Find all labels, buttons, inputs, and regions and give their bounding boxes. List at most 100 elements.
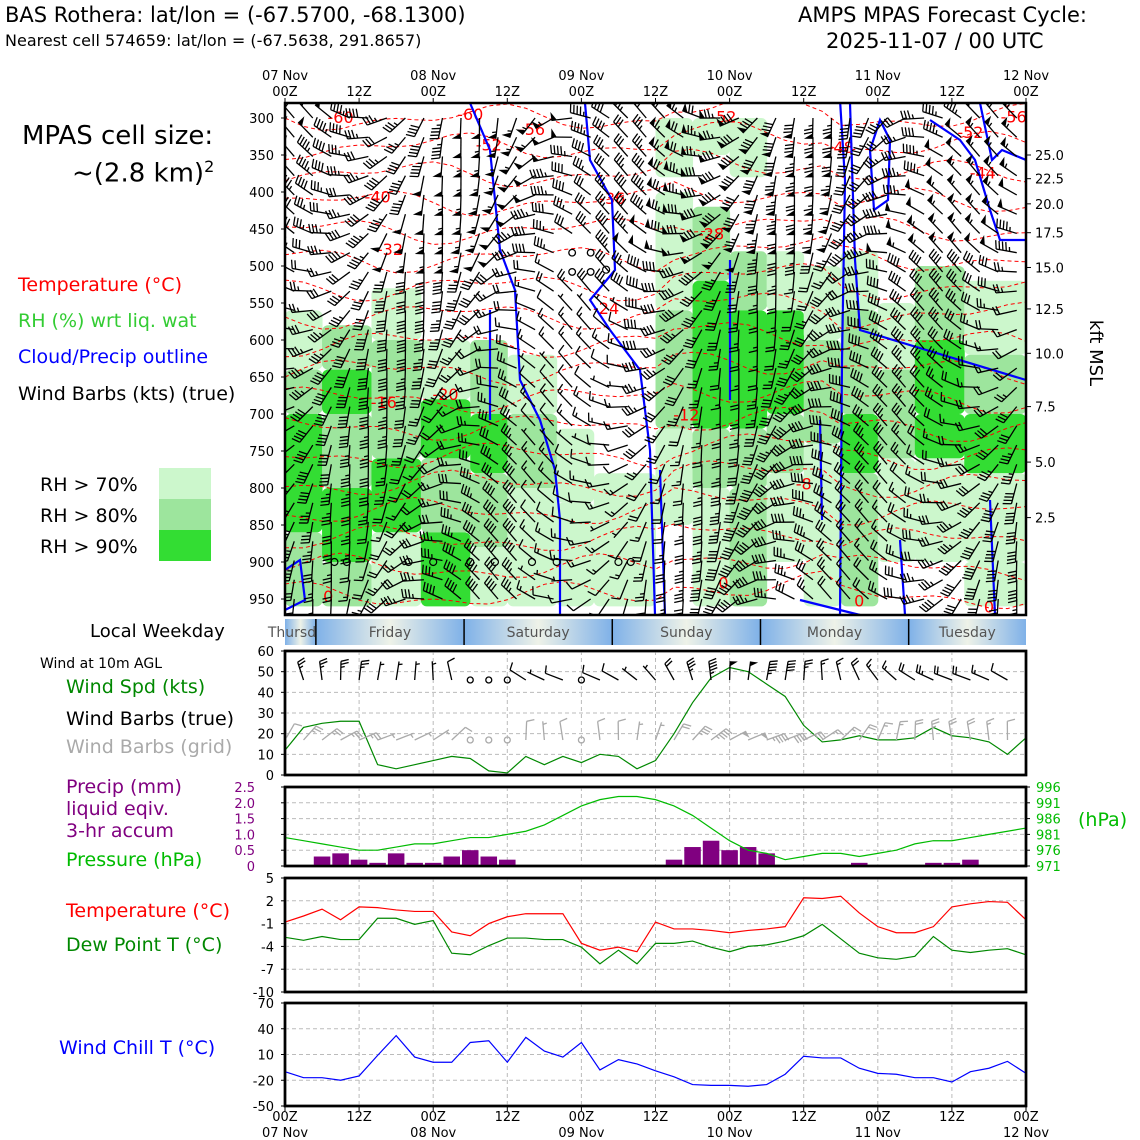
barb-staff [478,309,499,319]
barb-staff [829,156,833,178]
wind-barb [937,540,962,555]
barb-full [765,346,775,349]
barb-full [905,465,909,474]
barb-full [321,519,331,523]
barb-full [778,426,787,434]
barb-full [378,400,388,405]
barb-full [797,542,802,552]
wind-barb [891,363,907,388]
barb-full [891,402,898,411]
wind-barb [748,329,759,354]
barb-full [645,414,654,421]
wind-barb [495,334,517,350]
barb-staff [789,310,796,331]
barb-full [297,501,306,504]
barb-full [627,383,634,392]
barb-staff [496,271,517,278]
barb-full [902,529,905,539]
wind-barb [433,194,444,216]
barb-half [711,113,714,119]
barb-full [887,150,893,160]
barb-staff [884,175,906,178]
barb-pennant [371,267,382,273]
barb-full [908,403,914,413]
wind-barb [429,117,444,140]
barb-full [443,326,453,330]
barb-full [748,311,758,315]
barb-full [464,503,469,513]
isotherm-label: -8 [796,474,812,493]
barb-staff [751,214,759,235]
barb-full [858,446,865,455]
wind-barb [679,187,702,199]
barb-full [422,581,426,591]
barb-staff [689,310,703,328]
barb-staff [570,112,591,119]
barb-full [607,333,610,343]
barb-staff [347,155,369,162]
barb-staff [590,356,610,369]
barb-pennant [451,210,461,216]
wind-barb [697,171,721,185]
wind-barb [817,575,832,600]
barb-half [481,311,486,316]
barb-staff [829,365,851,369]
barb-full [572,406,576,416]
barb-full [926,346,933,355]
barb-full [869,539,875,548]
barb-full [877,315,882,325]
barb-staff [630,179,647,196]
barb-half [338,295,343,300]
barb-pennant [722,247,733,253]
barb-full [353,256,362,262]
barb-full [444,474,448,483]
barb-staff [611,502,629,518]
barb-full [774,414,783,420]
wind-barb [341,502,351,527]
barb-staff [363,541,369,562]
wind-barb [726,291,740,314]
wind-barb [584,540,610,554]
barb-full [804,189,813,193]
barb-full [830,241,839,248]
barb-full [401,588,404,598]
barb-full [617,119,624,128]
barb-full [446,305,456,309]
barb-full [320,503,330,507]
barb-full [757,486,766,494]
barb-half [911,114,915,119]
barb-full [912,308,919,317]
barb-full [818,540,825,549]
barb-staff [477,366,499,369]
wind-barb [845,299,869,312]
wind-barb [330,329,351,348]
barb-full [382,549,391,556]
wind-barb [794,310,814,330]
barb-full [363,184,372,191]
barb-full [503,579,509,588]
barb-full [924,386,929,396]
barb-full [317,182,320,191]
barb-pennant [925,156,931,167]
barb-full [735,579,742,588]
barb-full [336,103,340,113]
barb-full [780,566,784,575]
barb-full [352,235,361,242]
barb-full [603,398,608,408]
barb-full [402,506,411,514]
wind-barb [806,363,832,375]
isotherm-label: -44 [970,164,996,183]
barb-staff [571,435,591,446]
barb-full [802,227,812,231]
barb-full [367,203,377,209]
barb-half [771,220,776,223]
barb-full [276,253,278,261]
barb-staff [683,252,703,265]
barb-full [285,199,292,208]
barb-full [811,448,814,458]
barb-full [456,416,460,425]
barb-full [838,165,848,168]
rh-shading [655,310,694,429]
barb-pennant [742,209,753,215]
wind-barb [723,502,740,524]
